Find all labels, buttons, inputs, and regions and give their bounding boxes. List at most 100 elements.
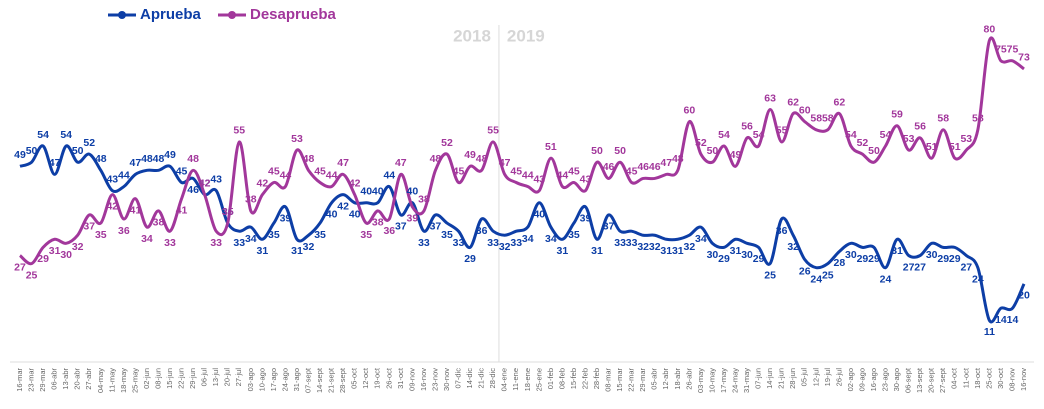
x-tick-label: 10-may [707, 368, 716, 393]
x-tick-label: 06-abr [50, 368, 59, 390]
x-tick-label: 30-nov [442, 368, 451, 391]
x-tick-label: 16-mar [15, 368, 24, 392]
x-tick-label: 05-jul [800, 368, 809, 387]
data-label: 35 [314, 229, 326, 241]
data-label: 36 [476, 225, 488, 237]
data-label: 42 [349, 177, 361, 189]
x-tick-label: 20-sept [927, 367, 936, 393]
x-tick-label: 14-sept [315, 367, 324, 393]
x-tick-label: 24-may [730, 368, 739, 393]
x-tick-label: 01-feb [546, 368, 555, 389]
data-label: 33 [210, 237, 222, 249]
x-tick-label: 12-oct [361, 367, 370, 389]
x-tick-label: 08-jun [153, 368, 162, 389]
data-label: 32 [683, 241, 695, 253]
data-label: 44 [280, 169, 292, 181]
data-label: 39 [580, 213, 592, 225]
data-label: 31 [730, 245, 742, 257]
data-label: 37 [430, 221, 442, 233]
data-label: 42 [106, 200, 118, 212]
x-tick-label: 16-nov [1019, 368, 1028, 391]
x-tick-label: 16-nov [419, 368, 428, 391]
data-label: 34 [545, 233, 557, 245]
data-label: 49 [464, 149, 476, 161]
x-tick-label: 26-abr [684, 368, 693, 390]
data-label: 27 [914, 261, 926, 273]
data-label: 40 [349, 209, 361, 221]
data-label: 24 [810, 273, 822, 285]
x-tick-label: 12-jul [811, 368, 820, 387]
x-tick-label: 22-jun [177, 368, 186, 389]
data-label: 58 [810, 113, 822, 125]
data-label: 42 [199, 177, 211, 189]
x-tick-label: 29-mar [638, 368, 647, 392]
data-label: 52 [441, 137, 453, 149]
x-tick-label: 31-oct [396, 367, 405, 389]
series-line [19, 36, 1025, 266]
data-label: 45 [568, 165, 580, 177]
x-tick-label: 17-ago [269, 368, 278, 391]
data-label: 51 [545, 141, 557, 153]
data-label: 32 [637, 241, 649, 253]
x-tick-label: 21-jun [777, 368, 786, 389]
x-tick-label: 15-jun [165, 368, 174, 389]
data-label: 31 [257, 245, 269, 257]
data-label: 36 [383, 225, 395, 237]
data-label: 11 [984, 326, 995, 338]
data-label: 47 [499, 157, 511, 169]
data-label: 54 [845, 129, 857, 141]
x-tick-label: 18-ene [523, 368, 532, 391]
x-tick-label: 07-jun [754, 368, 763, 389]
x-tick-label: 03-may [696, 368, 705, 393]
data-label: 47 [660, 157, 672, 169]
data-label: 28 [834, 257, 846, 269]
x-tick-label: 27-abr [84, 368, 93, 390]
data-label: 80 [984, 23, 996, 35]
x-tick-label: 23-ago [881, 368, 890, 391]
x-tick-label: 10-ago [257, 368, 266, 391]
data-label: 48 [141, 153, 153, 165]
x-tick-label: 04-oct [950, 367, 959, 389]
data-label: 53 [291, 133, 303, 145]
data-label: 35 [222, 206, 234, 218]
data-label: 58 [972, 113, 984, 125]
data-label: 73 [1018, 52, 1030, 64]
data-label: 24 [880, 273, 892, 285]
data-label: 39 [407, 213, 419, 225]
data-label: 58 [822, 113, 834, 125]
data-label: 36 [776, 225, 788, 237]
data-label: 31 [49, 245, 61, 257]
data-label: 43 [580, 173, 592, 185]
x-tick-label: 18-oct [973, 367, 982, 389]
data-label: 34 [141, 233, 153, 245]
x-tick-label: 11-may [107, 368, 116, 393]
x-tick-label: 15-mar [615, 368, 624, 392]
x-tick-label: 29-jun [188, 368, 197, 389]
data-label: 43 [106, 173, 118, 185]
x-tick-label: 21-sept [327, 367, 336, 393]
data-label: 35 [360, 229, 372, 241]
data-label: 42 [199, 177, 211, 189]
x-tick-label: 13-sept [915, 367, 924, 393]
data-label: 33 [164, 237, 176, 249]
data-label: 31 [672, 245, 684, 257]
data-label: 35 [441, 229, 453, 241]
data-label: 46 [637, 161, 649, 173]
data-label: 75 [995, 44, 1007, 56]
x-tick-label: 17-may [719, 368, 728, 393]
data-label: 25 [764, 269, 776, 281]
data-label: 50 [868, 145, 880, 157]
data-label: 41 [176, 205, 188, 217]
data-label: 29 [937, 253, 949, 265]
x-tick-label: 08-feb [557, 368, 566, 389]
data-label: 36 [118, 225, 130, 237]
data-label: 32 [303, 241, 315, 253]
x-tick-label: 26-oct [384, 367, 393, 389]
x-tick-label: 23-nov [430, 368, 439, 391]
data-label: 48 [95, 153, 107, 165]
data-label: 44 [522, 169, 534, 181]
data-label: 53 [960, 133, 972, 145]
data-label: 49 [730, 149, 742, 161]
data-label: 32 [72, 241, 84, 253]
data-label: 45 [453, 165, 465, 177]
